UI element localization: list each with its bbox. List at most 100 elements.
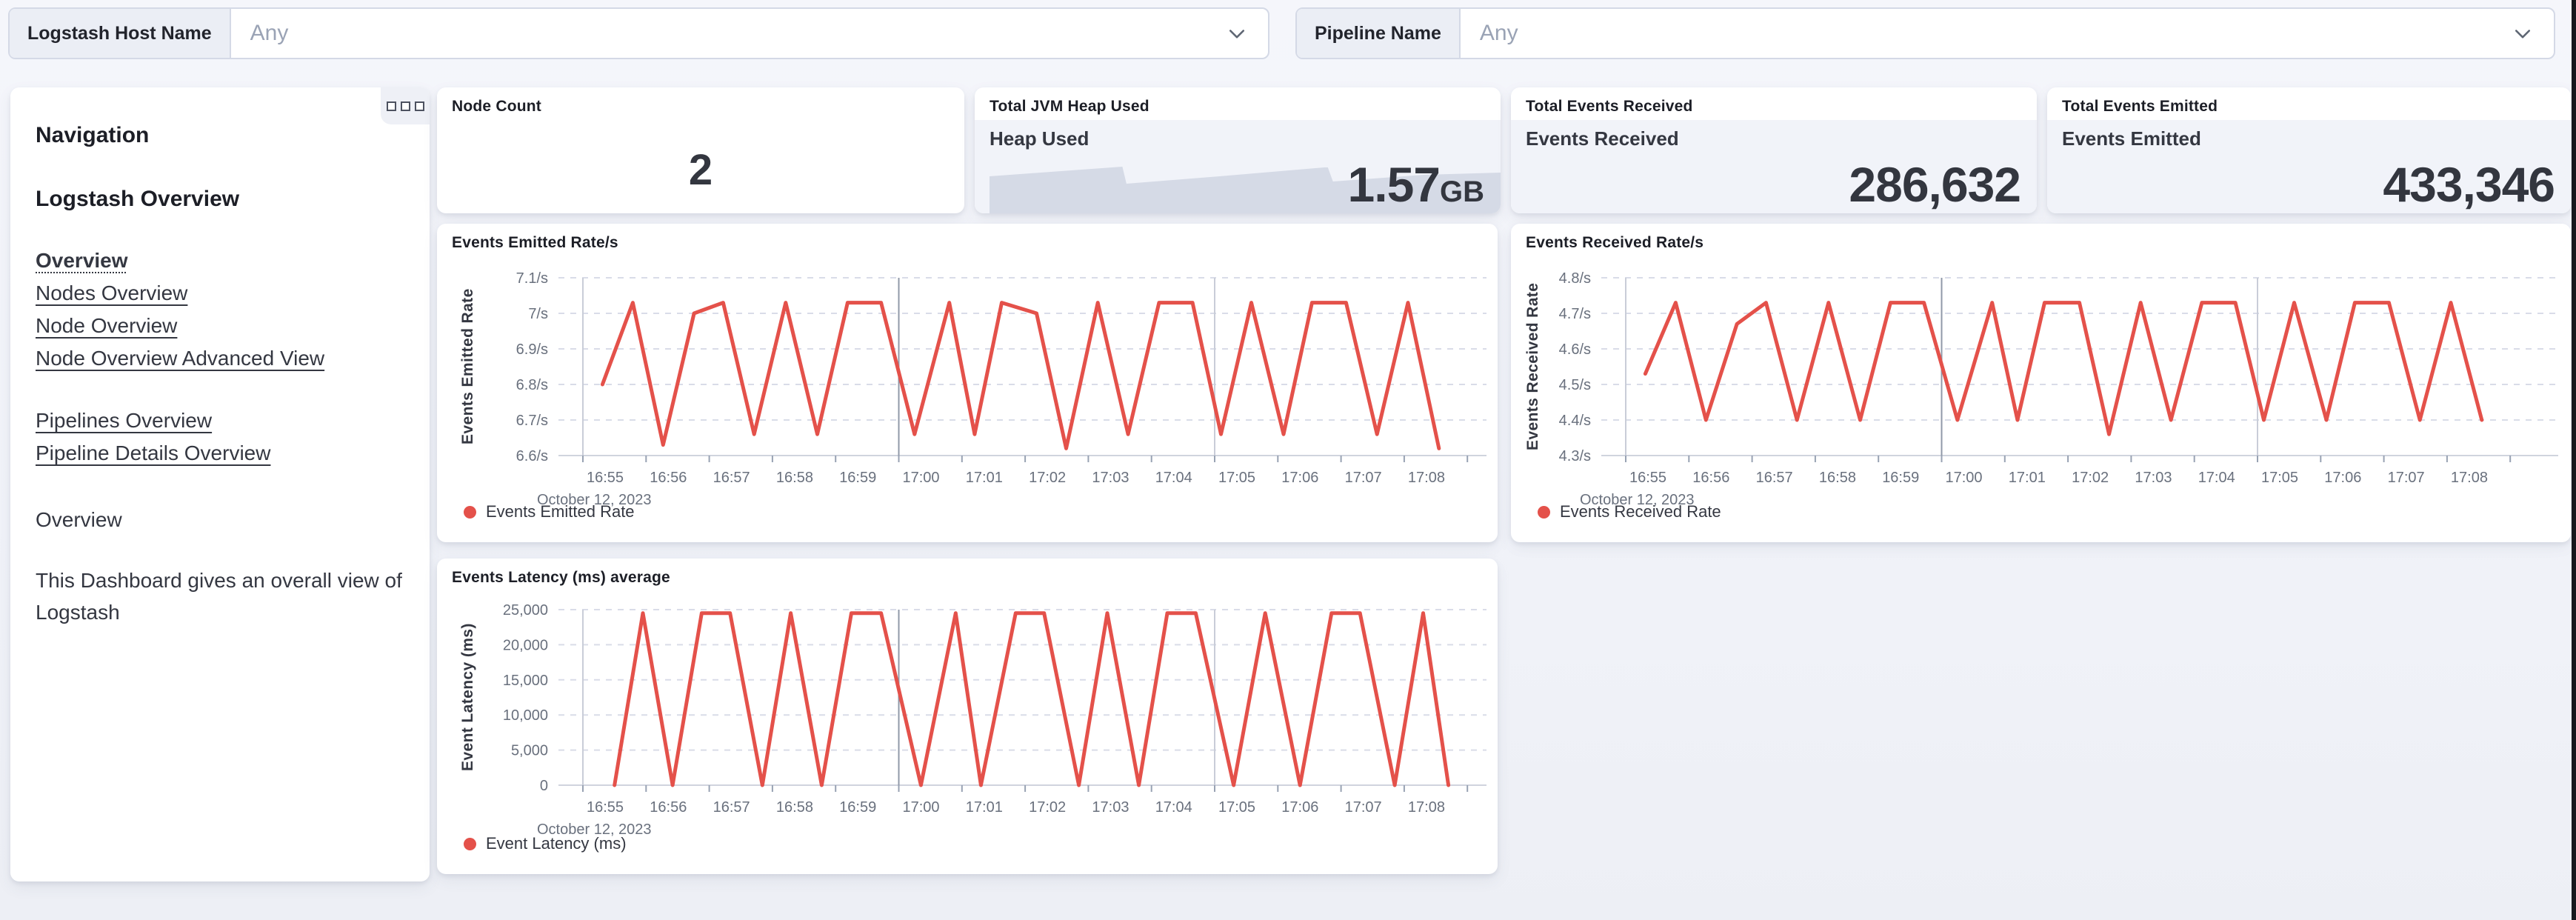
sidebar-item-nodes-overview[interactable]: Nodes Overview — [36, 281, 188, 304]
svg-text:7/s: 7/s — [528, 306, 548, 322]
svg-text:17:02: 17:02 — [1029, 470, 1066, 486]
chevron-down-icon[interactable] — [2512, 9, 2554, 58]
sidebar-item-node-overview-advanced[interactable]: Node Overview Advanced View — [36, 347, 325, 370]
legend-item-event-latency[interactable]: Event Latency (ms) — [464, 834, 627, 853]
svg-text:6.9/s: 6.9/s — [516, 341, 548, 358]
svg-text:25,000: 25,000 — [503, 602, 548, 619]
svg-text:4.7/s: 4.7/s — [1559, 306, 1591, 322]
svg-text:17:06: 17:06 — [2324, 470, 2361, 486]
svg-text:16:59: 16:59 — [1882, 470, 1919, 486]
svg-text:October 12, 2023: October 12, 2023 — [537, 492, 652, 508]
svg-text:16:58: 16:58 — [776, 799, 813, 816]
total-events-received-panel: Total Events Received Events Received 28… — [1511, 87, 2037, 213]
heap-used-metric: Heap Used 1.57GB — [975, 120, 1501, 213]
svg-text:17:00: 17:00 — [903, 799, 940, 816]
metric-unit: GB — [1440, 175, 1484, 208]
legend-label: Event Latency (ms) — [486, 834, 627, 853]
logstash-host-name-filter[interactable]: Logstash Host Name Any — [8, 7, 1269, 59]
node-count-value: 2 — [688, 145, 713, 194]
nav-panel-title: Navigation — [36, 123, 150, 147]
svg-text:October 12, 2023: October 12, 2023 — [537, 821, 652, 838]
total-events-emitted-panel: Total Events Emitted Events Emitted 433,… — [2047, 87, 2571, 213]
metric-label: Events Received — [1526, 127, 1679, 150]
svg-text:5,000: 5,000 — [511, 743, 548, 759]
svg-text:7.1/s: 7.1/s — [516, 270, 548, 287]
svg-text:4.8/s: 4.8/s — [1559, 270, 1591, 287]
events-received-rate-chart[interactable]: 4.8/s 4.7/s 4.6/s 4.5/s 4.4/s 4.3/s 16:55 16:56… — [1511, 224, 2571, 542]
chart-title: Events Latency (ms) average — [452, 569, 670, 586]
svg-text:17:07: 17:07 — [2388, 470, 2425, 486]
events-emitted-rate-chart-panel: Events Emitted Rate/s Events Emitted Rat… — [437, 224, 1498, 542]
svg-text:16:56: 16:56 — [1692, 470, 1729, 486]
filter-value[interactable]: Any — [250, 21, 289, 45]
svg-text:16:56: 16:56 — [650, 799, 687, 816]
nav-description: This Dashboard gives an overall view of … — [36, 569, 402, 624]
svg-text:17:05: 17:05 — [2261, 470, 2298, 486]
events-received-rate-chart-panel: Events Received Rate/s Events Received R… — [1511, 224, 2571, 542]
legend-dot-icon — [464, 505, 476, 519]
legend-dot-icon — [464, 837, 476, 850]
svg-text:6.8/s: 6.8/s — [516, 377, 548, 393]
svg-text:16:56: 16:56 — [650, 470, 687, 486]
svg-text:16:55: 16:55 — [587, 799, 624, 816]
chevron-down-icon[interactable] — [1227, 9, 1268, 58]
nav-subheading: Overview — [36, 508, 122, 531]
sidebar-item-pipelines-overview[interactable]: Pipelines Overview — [36, 409, 213, 432]
jvm-heap-panel: Total JVM Heap Used Heap Used 1.57GB — [975, 87, 1501, 213]
svg-text:15,000: 15,000 — [503, 673, 548, 689]
svg-text:17:08: 17:08 — [1408, 470, 1445, 486]
node-count-panel: Node Count 2 — [437, 87, 964, 213]
svg-text:17:05: 17:05 — [1218, 799, 1255, 816]
svg-text:17:07: 17:07 — [1345, 470, 1382, 486]
metric-label: Events Emitted — [2062, 127, 2201, 150]
boxes-horizontal-icon — [386, 101, 396, 111]
svg-text:October 12, 2023: October 12, 2023 — [1580, 492, 1695, 508]
sidebar-item-pipeline-details-overview[interactable]: Pipeline Details Overview — [36, 441, 271, 464]
svg-text:16:55: 16:55 — [1629, 470, 1666, 486]
svg-text:17:03: 17:03 — [1092, 799, 1129, 816]
events-emitted-metric: Events Emitted 433,346 — [2047, 120, 2571, 213]
filter-label: Pipeline Name — [1297, 9, 1461, 58]
svg-text:16:55: 16:55 — [587, 470, 624, 486]
svg-text:17:04: 17:04 — [2198, 470, 2235, 486]
events-emitted-rate-chart[interactable]: 7.1/s 7/s 6.9/s 6.8/s 6.7/s 6.6/s 16:55 16:56 16… — [437, 224, 1498, 542]
panel-options-button[interactable] — [381, 87, 430, 124]
svg-text:16:59: 16:59 — [839, 470, 876, 486]
svg-text:4.4/s: 4.4/s — [1559, 413, 1591, 429]
filter-label: Logstash Host Name — [10, 9, 231, 58]
svg-text:6.7/s: 6.7/s — [516, 413, 548, 429]
panel-title: Total Events Emitted — [2062, 98, 2218, 115]
svg-text:16:57: 16:57 — [713, 470, 750, 486]
heap-used-sparkline — [975, 124, 1501, 213]
metric-label: Heap Used — [990, 127, 1090, 150]
metric-value: 1.57GB — [1347, 156, 1484, 212]
svg-text:17:06: 17:06 — [1281, 470, 1318, 486]
svg-text:17:03: 17:03 — [2135, 470, 2172, 486]
boxes-horizontal-icon — [414, 101, 424, 111]
panel-title: Node Count — [452, 98, 541, 115]
svg-text:17:03: 17:03 — [1092, 470, 1129, 486]
legend-item-events-emitted-rate[interactable]: Events Emitted Rate — [464, 502, 635, 521]
svg-text:17:08: 17:08 — [2451, 470, 2488, 486]
screen-right-edge — [2572, 0, 2576, 920]
svg-text:16:57: 16:57 — [1756, 470, 1793, 486]
svg-text:16:59: 16:59 — [839, 799, 876, 816]
panel-title: Total Events Received — [1526, 98, 1693, 115]
svg-text:17:01: 17:01 — [2009, 470, 2046, 486]
sidebar-item-node-overview[interactable]: Node Overview — [36, 314, 178, 337]
svg-text:16:57: 16:57 — [713, 799, 750, 816]
pipeline-name-filter[interactable]: Pipeline Name Any — [1295, 7, 2555, 59]
svg-text:17:07: 17:07 — [1345, 799, 1382, 816]
svg-text:17:08: 17:08 — [1408, 799, 1445, 816]
svg-text:17:02: 17:02 — [1029, 799, 1066, 816]
boxes-horizontal-icon — [400, 101, 410, 111]
svg-text:17:00: 17:00 — [903, 470, 940, 486]
events-latency-chart[interactable]: 25,000 20,000 15,000 10,000 5,000 0 16:55 16:56… — [437, 559, 1498, 874]
filter-value[interactable]: Any — [1479, 21, 1518, 45]
nav-section-title: Logstash Overview — [36, 187, 240, 211]
events-received-metric: Events Received 286,632 — [1511, 120, 2037, 213]
svg-text:17:04: 17:04 — [1155, 470, 1192, 486]
legend-label: Events Received Rate — [1560, 502, 1721, 521]
sidebar-item-overview[interactable]: Overview — [36, 249, 128, 272]
legend-item-events-received-rate[interactable]: Events Received Rate — [1538, 502, 1721, 521]
